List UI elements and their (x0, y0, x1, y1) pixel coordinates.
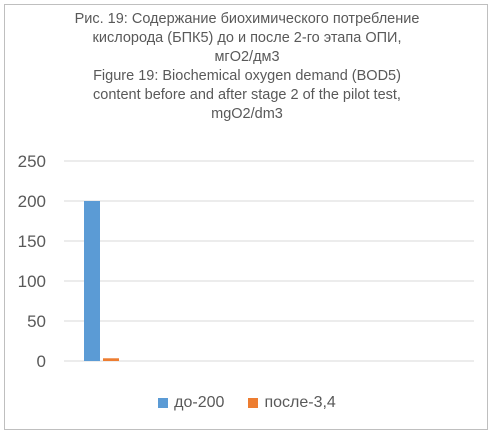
title-line-ru-2: кислорода (БПК5) до и после 2-го этапа О… (92, 30, 402, 46)
y-tick-label: 250 (18, 152, 46, 171)
title-line-ru-1: Рис. 19: Содержание биохимического потре… (74, 11, 420, 27)
bar-after (103, 358, 119, 361)
chart-title: Рис. 19: Содержание биохимического потре… (0, 10, 494, 124)
legend-swatch-before (158, 398, 169, 408)
bar-before (84, 201, 100, 361)
y-tick-label: 100 (18, 272, 46, 291)
title-line-en-1: Figure 19: Biochemical oxygen demand (BO… (93, 68, 401, 84)
y-tick-label: 200 (18, 192, 46, 211)
legend-label-after: после-3,4 (264, 394, 336, 411)
legend-label-before: до-200 (174, 394, 225, 411)
y-tick-label: 150 (18, 232, 46, 251)
y-tick-label: 50 (27, 312, 46, 331)
title-line-en-3: mgO2/dm3 (211, 106, 283, 122)
legend: до-200 после-3,4 (0, 394, 494, 412)
legend-swatch-after (248, 398, 259, 408)
legend-item-after: после-3,4 (248, 394, 336, 412)
title-line-en-2: content before and after stage 2 of the … (93, 87, 401, 103)
title-line-ru-3: мгО2/дм3 (214, 49, 280, 65)
y-tick-label: 0 (37, 352, 46, 371)
legend-item-before: до-200 (158, 394, 224, 412)
